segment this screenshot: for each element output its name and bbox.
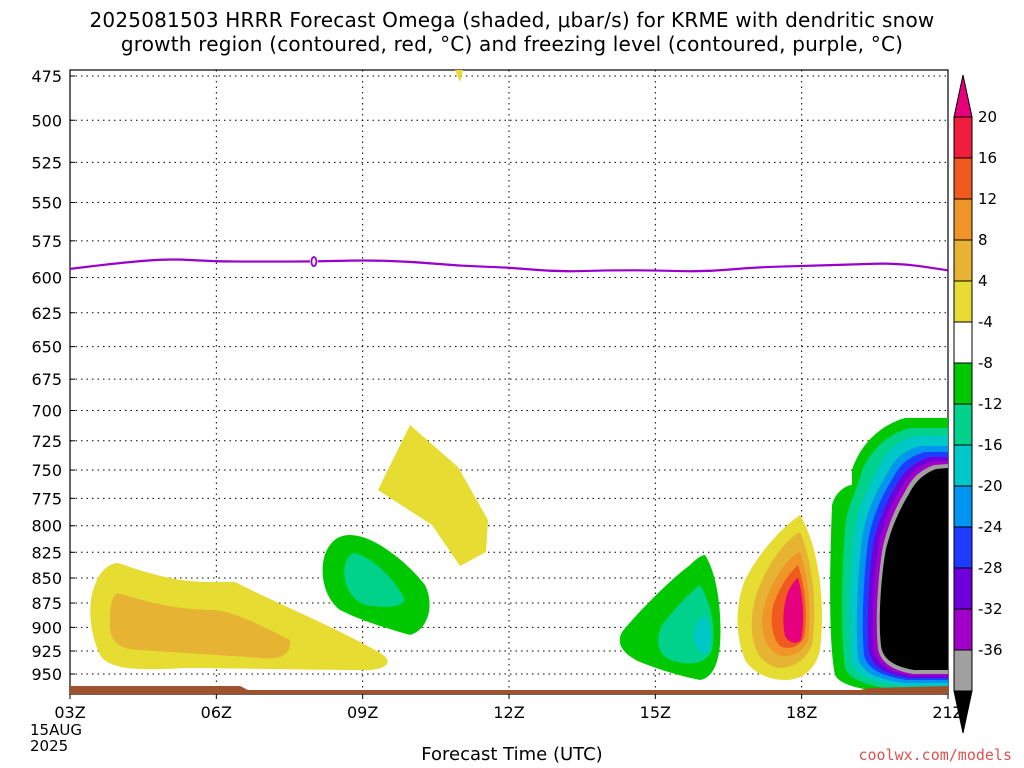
x-tick-label: 03Z: [54, 703, 85, 722]
colorbar-label: 8: [978, 231, 988, 249]
colorbar-segment: [953, 198, 973, 241]
surface-ground: [70, 686, 948, 694]
colorbar-label: -16: [978, 436, 1003, 454]
x-tick-label: 15Z: [640, 703, 671, 722]
y-tick-label: 575: [31, 232, 62, 251]
x-tick-label: 18Z: [786, 703, 817, 722]
y-tick-label: 825: [31, 543, 62, 562]
omega-cyan-15z: [694, 615, 711, 655]
y-tick-label: 475: [31, 67, 62, 86]
colorbar-top-arrow: [953, 74, 973, 118]
omega-black-20z: [879, 468, 948, 670]
colorbar-label: -8: [978, 354, 993, 372]
colorbar-segment: [953, 280, 973, 323]
y-tick-label: 550: [31, 193, 62, 212]
omega-top-sliver: [455, 70, 463, 82]
omega-teal-09z: [344, 553, 405, 607]
colorbar-segment: [953, 526, 973, 569]
colorbar-segment: [953, 567, 973, 610]
y-tick-label: 800: [31, 517, 62, 536]
chart-title-line2: growth region (contoured, red, °C) and f…: [120, 32, 904, 56]
colorbar-segment: [953, 362, 973, 405]
colorbar-label: -36: [978, 641, 1003, 659]
colorbar-segment: [953, 608, 973, 651]
colorbar-label: -24: [978, 518, 1003, 536]
colorbar-label: 4: [978, 272, 988, 290]
freezing-level-line: [69, 258, 949, 273]
omega-shading: [90, 70, 948, 694]
date-day: 15AUG: [30, 721, 82, 739]
y-tick-label: 850: [31, 569, 62, 588]
x-tick-label: 12Z: [493, 703, 524, 722]
omega-left-orange: [109, 593, 291, 659]
colorbar-label: -32: [978, 600, 1003, 618]
y-tick-label: 925: [31, 642, 62, 661]
colorbar-segment: [953, 403, 973, 446]
colorbar-segment: [953, 649, 973, 692]
colorbar-segment: [953, 321, 973, 364]
colorbar-segment: [953, 239, 973, 282]
y-tick-label: 625: [31, 304, 62, 323]
x-axis-ticks: 03Z 06Z 09Z 12Z 15Z 18Z 21Z: [54, 694, 964, 722]
colorbar-segment: [953, 157, 973, 200]
y-tick-label: 675: [31, 370, 62, 389]
omega-mid-yellow: [378, 425, 488, 566]
y-tick-label: 500: [31, 111, 62, 130]
credit-text: coolwx.com/models: [858, 746, 1012, 764]
x-tick-label: 06Z: [201, 703, 232, 722]
x-tick-label: 21Z: [932, 703, 963, 722]
colorbar-label: 20: [978, 108, 997, 126]
y-tick-label: 700: [31, 402, 62, 421]
y-tick-label: 875: [31, 594, 62, 613]
y-tick-label: 775: [31, 489, 62, 508]
colorbar-segment: [953, 485, 973, 528]
y-tick-label: 725: [31, 432, 62, 451]
contour-label-zero: [310, 256, 318, 267]
colorbar-label: 12: [978, 190, 997, 208]
colorbar-label: -4: [978, 313, 993, 331]
freezing-level-contour: [69, 255, 949, 273]
chart-title-line1: 2025081503 HRRR Forecast Omega (shaded, …: [89, 8, 935, 32]
colorbar-label: -20: [978, 477, 1003, 495]
colorbar-bottom-arrow: [953, 690, 973, 734]
colorbar-label: -12: [978, 395, 1003, 413]
y-tick-label: 650: [31, 338, 62, 357]
y-tick-label: 750: [31, 461, 62, 480]
y-tick-label: 600: [31, 269, 62, 288]
colorbar-segment: [953, 116, 973, 159]
colorbar-segment: [953, 444, 973, 487]
y-axis-ticks: 475 500 525 550 575 600 625 650 675 700 725 750 775 8…: [31, 67, 75, 684]
x-tick-label: 09Z: [347, 703, 378, 722]
surface-band: [70, 686, 948, 694]
date-year: 2025: [30, 737, 69, 755]
y-tick-label: 900: [31, 618, 62, 637]
y-tick-label: 525: [31, 153, 62, 172]
x-axis-label: Forecast Time (UTC): [421, 744, 603, 765]
colorbar-label: -28: [978, 559, 1003, 577]
colorbar-label: 16: [978, 149, 997, 167]
colorbar: 20 16 12 8 4 -4 -8 -12 -16 -20 -24 -28 -32 -36: [953, 74, 1003, 734]
y-tick-label: 950: [31, 665, 62, 684]
omega-magenta-18z: [783, 578, 804, 643]
